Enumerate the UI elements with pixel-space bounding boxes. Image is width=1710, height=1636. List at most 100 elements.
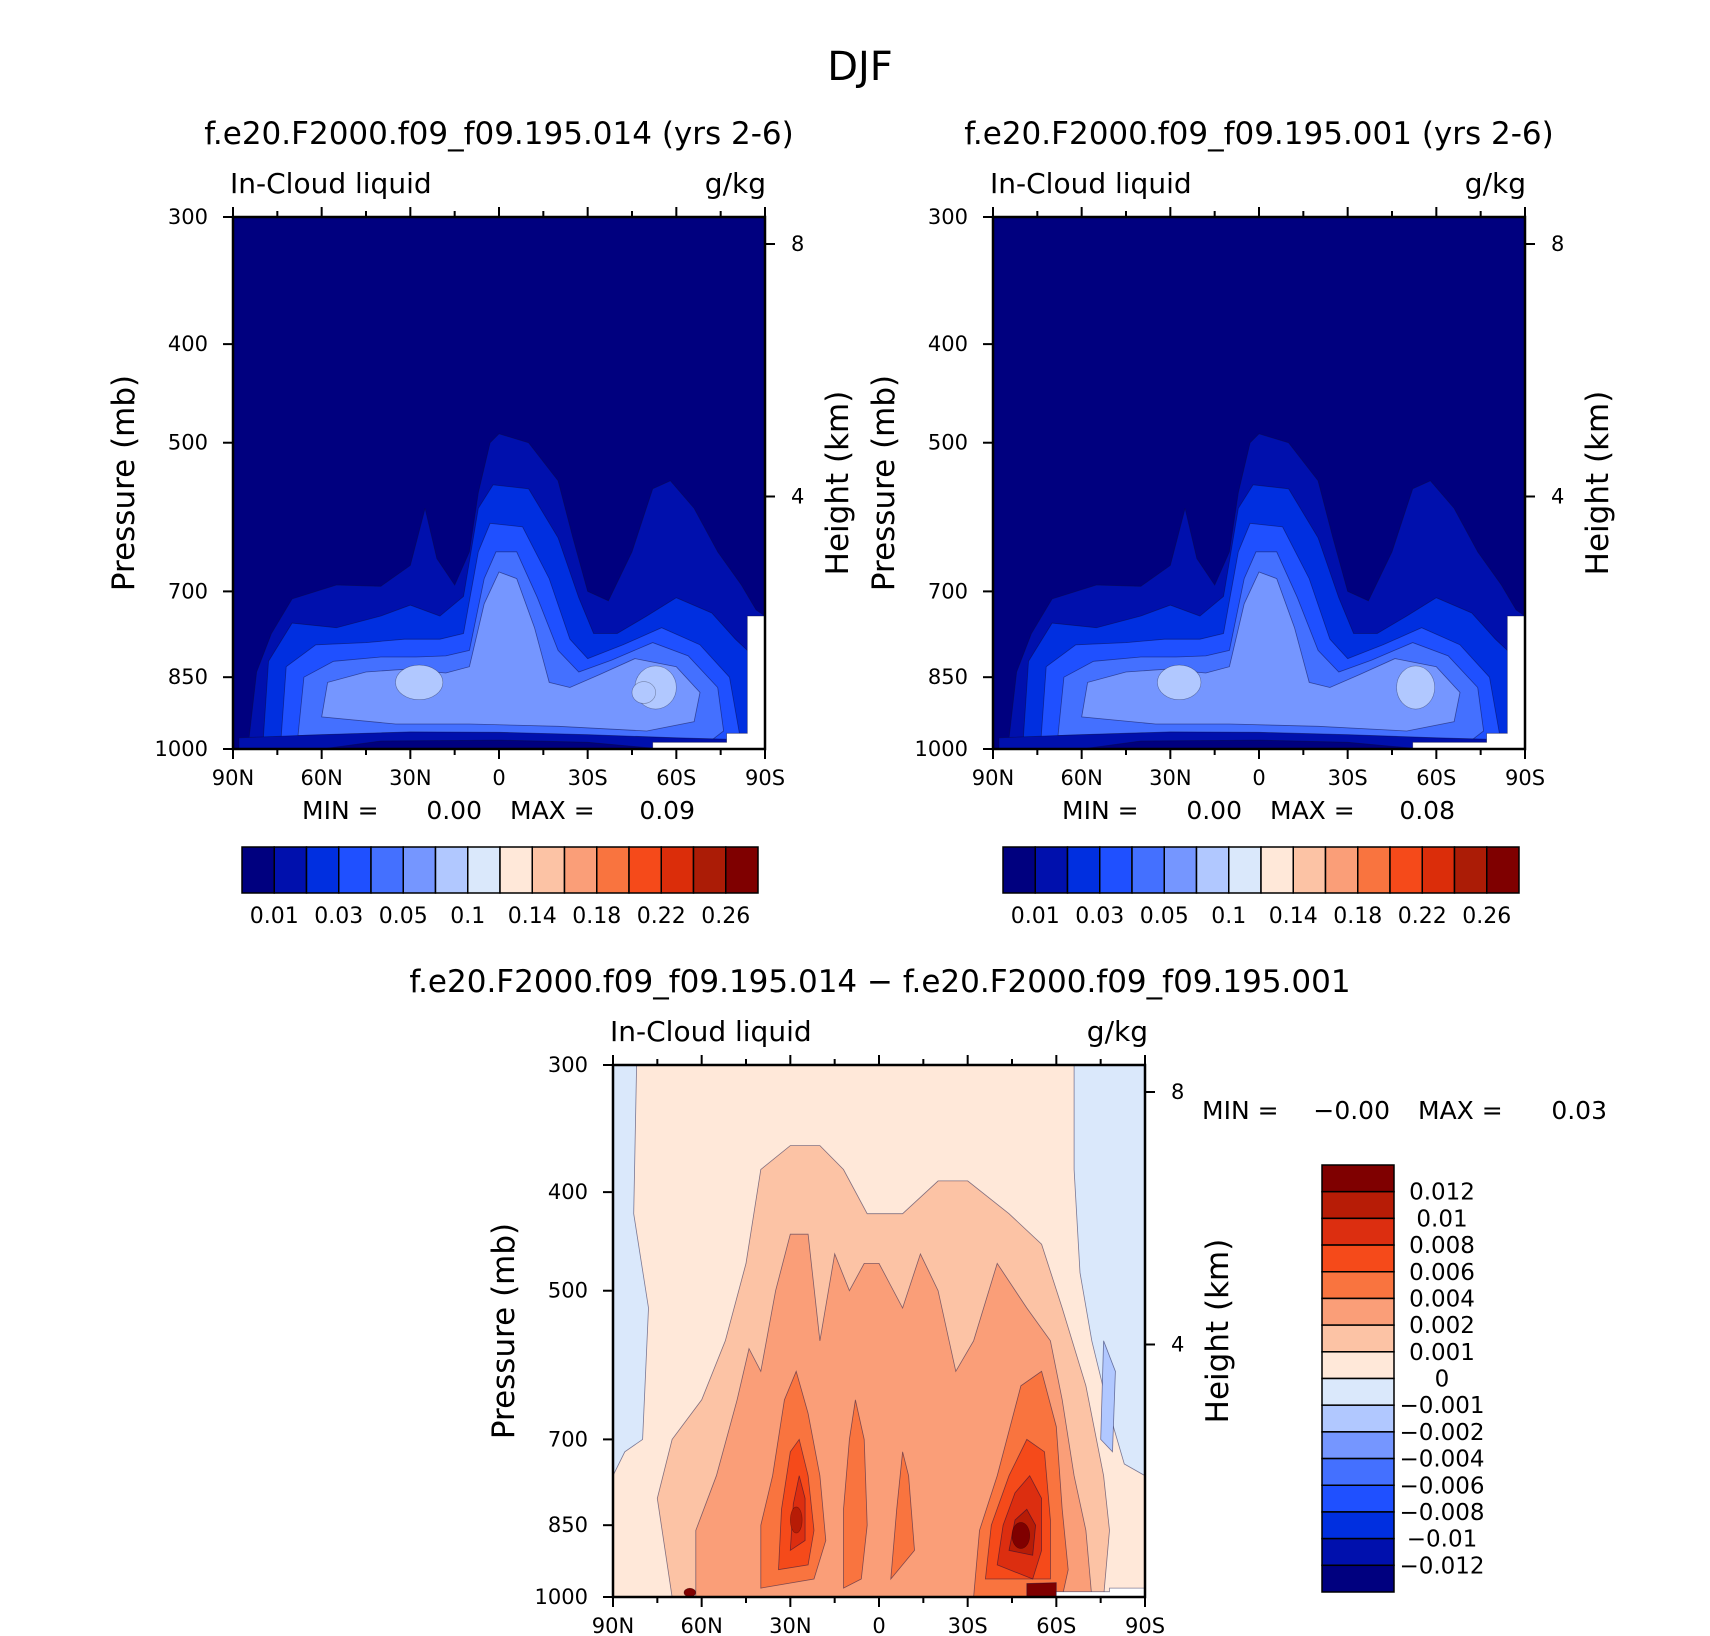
colorbar-label: 0.1 xyxy=(1211,904,1246,929)
colorbar-box xyxy=(1321,1244,1395,1273)
colorbar-label: 0.26 xyxy=(1462,904,1511,929)
panel-1-right-axis-label: Height (km) xyxy=(820,391,856,576)
colorbar-box xyxy=(563,846,598,894)
colorbar-label: 0.01 xyxy=(1416,1206,1467,1232)
colorbar-label: 0.05 xyxy=(1140,904,1189,929)
panel-1-ticks: 90N 60N 30N 0 30S 60S 90S 300 400 500 700 850 1000 8 4 xyxy=(155,205,805,790)
panel-1-contours xyxy=(238,433,765,749)
panel-2-max-value: 0.08 xyxy=(1399,796,1455,825)
colorbar-box xyxy=(1321,1537,1395,1567)
missing-data-region xyxy=(652,615,765,749)
colorbar-box xyxy=(1002,846,1036,894)
colorbar-label: 0.03 xyxy=(314,904,363,929)
colorbar-label: 0.18 xyxy=(572,904,621,929)
x-tick-label: 30S xyxy=(1328,766,1368,790)
contour-level-0.08 xyxy=(631,681,656,704)
panel-3-variable-label: In-Cloud liquid xyxy=(610,1015,812,1048)
colorbar-box xyxy=(1066,846,1101,894)
colorbar-box xyxy=(692,846,727,894)
colorbar-label: −0.004 xyxy=(1399,1447,1484,1473)
colorbar-box xyxy=(1163,846,1198,894)
panel-1-colorbar: 0.01 0.03 0.05 0.1 0.14 0.18 0.22 0.26 xyxy=(241,846,759,929)
colorbar-label: 0.01 xyxy=(1011,904,1060,929)
right-tick-label: 8 xyxy=(1551,232,1564,256)
colorbar-box xyxy=(1324,846,1359,894)
panel-3-units-label: g/kg xyxy=(1087,1015,1148,1048)
x-tick-label: 0 xyxy=(872,1614,885,1636)
panel-1-y-axis-label: Pressure (mb) xyxy=(106,375,142,591)
colorbar-label: −0.006 xyxy=(1399,1473,1484,1499)
x-tick-label: 30N xyxy=(1149,766,1191,790)
colorbar-box xyxy=(1099,846,1133,894)
colorbar-box xyxy=(1421,846,1456,894)
x-tick-label: 90S xyxy=(745,766,785,790)
colorbar-box xyxy=(305,846,340,894)
colorbar-label: −0.01 xyxy=(1407,1527,1477,1553)
y-tick-label: 700 xyxy=(928,579,968,603)
y-tick-label: 850 xyxy=(168,665,208,689)
panel-3-colorbar: 0.0120.010.0080.0060.0040.0020.0010−0.00… xyxy=(1321,1164,1485,1593)
x-tick-label: 90S xyxy=(1505,766,1545,790)
y-tick-label: 300 xyxy=(548,1053,588,1077)
colorbar-label: 0.012 xyxy=(1409,1180,1475,1206)
colorbar-box xyxy=(1453,846,1488,894)
y-tick-label: 1000 xyxy=(535,1585,588,1609)
y-tick-label: 400 xyxy=(548,1180,588,1204)
colorbar-box xyxy=(1321,1297,1395,1326)
colorbar-label: 0.1 xyxy=(450,904,485,929)
colorbar-box xyxy=(1292,846,1327,894)
colorbar-box xyxy=(531,846,566,894)
x-tick-label: 0 xyxy=(492,766,505,790)
colorbar-box xyxy=(1321,1324,1395,1353)
contour-level-0.06 xyxy=(1396,665,1435,710)
panel-3-min-value: −0.00 xyxy=(1313,1096,1390,1125)
right-tick-label: 4 xyxy=(1551,485,1564,509)
panel-1-min-value: 0.00 xyxy=(426,796,482,825)
x-tick-label: 60S xyxy=(1416,766,1456,790)
colorbar-label: −0.012 xyxy=(1399,1553,1484,1579)
panel-2-ticks: 90N 60N 30N 0 30S 60S 90S 300 400 500 700 850 1000 8 4 xyxy=(915,205,1565,790)
colorbar-box xyxy=(1195,846,1230,894)
missing-data-region xyxy=(1412,615,1525,749)
contour-level-0.012 xyxy=(1011,1522,1031,1549)
colorbar-label: 0.05 xyxy=(379,904,428,929)
y-tick-label: 400 xyxy=(168,332,208,356)
right-tick-label: 4 xyxy=(791,485,804,509)
y-tick-label: 500 xyxy=(928,431,968,455)
panel-1: f.e20.F2000.f09_f09.195.014 (yrs 2-6) In… xyxy=(106,116,856,929)
contour-level-neg-0.001 xyxy=(613,1065,649,1476)
colorbar-label: 0.22 xyxy=(1398,904,1447,929)
panel-2-title: f.e20.F2000.f09_f09.195.001 (yrs 2-6) xyxy=(964,116,1554,152)
contour-level-0.004 xyxy=(890,1451,915,1581)
colorbar-box xyxy=(628,846,662,894)
y-tick-label: 500 xyxy=(548,1279,588,1303)
x-tick-label: 30N xyxy=(389,766,431,790)
surface-band-inner xyxy=(1081,739,1422,749)
colorbar-box xyxy=(1034,846,1069,894)
colorbar-label: 0.18 xyxy=(1333,904,1382,929)
colorbar-label: 0.03 xyxy=(1075,904,1124,929)
panel-2-min-label: MIN = xyxy=(1062,796,1139,825)
colorbar-label: 0.001 xyxy=(1409,1340,1475,1366)
panel-3: f.e20.F2000.f09_f09.195.014 − f.e20.F200… xyxy=(409,964,1607,1636)
right-tick-label: 4 xyxy=(1171,1333,1184,1357)
colorbar-box xyxy=(1486,846,1520,894)
x-tick-label: 0 xyxy=(1252,766,1265,790)
x-tick-label: 90N xyxy=(592,1614,634,1636)
y-tick-label: 500 xyxy=(168,431,208,455)
figure-title: DJF xyxy=(827,44,893,90)
panel-2: f.e20.F2000.f09_f09.195.001 (yrs 2-6) In… xyxy=(866,116,1616,929)
colorbar-box xyxy=(1321,1351,1395,1380)
y-tick-label: 700 xyxy=(168,579,208,603)
colorbar-box xyxy=(338,846,372,894)
x-tick-label: 30S xyxy=(948,1614,988,1636)
right-tick-label: 8 xyxy=(791,232,804,256)
y-tick-label: 300 xyxy=(928,205,968,229)
colorbar-box xyxy=(1228,846,1262,894)
contour-level-0.01 xyxy=(790,1506,803,1534)
x-tick-label: 60N xyxy=(680,1614,722,1636)
colorbar-box xyxy=(1321,1511,1395,1540)
panel-2-colorbar: 0.01 0.03 0.05 0.1 0.14 0.18 0.22 0.26 xyxy=(1002,846,1520,929)
colorbar-box xyxy=(467,846,501,894)
right-tick-label: 8 xyxy=(1171,1080,1184,1104)
